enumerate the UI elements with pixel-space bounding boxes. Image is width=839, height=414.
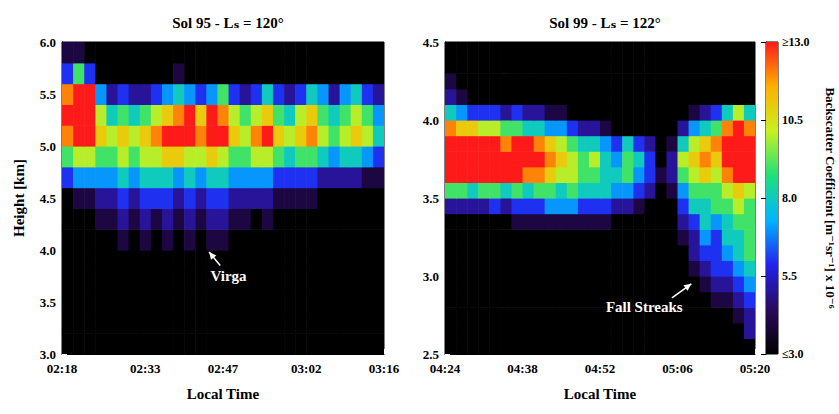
svg-text:03:16: 03:16	[369, 361, 400, 376]
svg-text:4.5: 4.5	[40, 191, 57, 206]
svg-text:6.0: 6.0	[40, 35, 56, 50]
svg-text:Fall Streaks: Fall Streaks	[606, 299, 683, 315]
svg-text:10.5: 10.5	[782, 113, 803, 127]
svg-text:03:02: 03:02	[291, 361, 321, 376]
svg-text:4.5: 4.5	[423, 35, 440, 50]
svg-text:2.5: 2.5	[423, 347, 440, 362]
svg-text:02:33: 02:33	[130, 361, 161, 376]
svg-text:05:06: 05:06	[662, 361, 693, 376]
svg-text:3.5: 3.5	[423, 191, 440, 206]
svg-text:4.0: 4.0	[40, 243, 56, 258]
svg-text:Local Time: Local Time	[564, 386, 637, 402]
svg-text:04:52: 04:52	[585, 361, 615, 376]
svg-text:≥13.0: ≥13.0	[782, 35, 810, 49]
svg-text:5.5: 5.5	[782, 269, 797, 283]
svg-text:3.0: 3.0	[423, 269, 439, 284]
svg-text:02:18: 02:18	[47, 361, 78, 376]
svg-text:5.0: 5.0	[40, 139, 56, 154]
svg-text:Backscatter Coefficient [m⁻¹sr: Backscatter Coefficient [m⁻¹sr⁻¹] x 10⁻⁶	[823, 87, 838, 308]
svg-text:Sol 99 - Lₛ = 122°: Sol 99 - Lₛ = 122°	[549, 15, 661, 31]
svg-text:Height [km]: Height [km]	[11, 159, 27, 237]
svg-text:5.5: 5.5	[40, 87, 57, 102]
svg-text:Local Time: Local Time	[187, 386, 260, 402]
svg-text:Sol 95 - Lₛ = 120°: Sol 95 - Lₛ = 120°	[172, 15, 284, 31]
svg-text:04:24: 04:24	[430, 361, 461, 376]
svg-text:3.5: 3.5	[40, 295, 57, 310]
svg-text:8.0: 8.0	[782, 191, 797, 205]
svg-text:≤3.0: ≤3.0	[782, 347, 804, 361]
svg-text:Virga: Virga	[210, 268, 247, 284]
svg-text:05:20: 05:20	[740, 361, 770, 376]
svg-text:3.0: 3.0	[40, 347, 56, 362]
svg-text:02:47: 02:47	[208, 361, 239, 376]
svg-text:4.0: 4.0	[423, 113, 439, 128]
svg-text:04:38: 04:38	[507, 361, 538, 376]
